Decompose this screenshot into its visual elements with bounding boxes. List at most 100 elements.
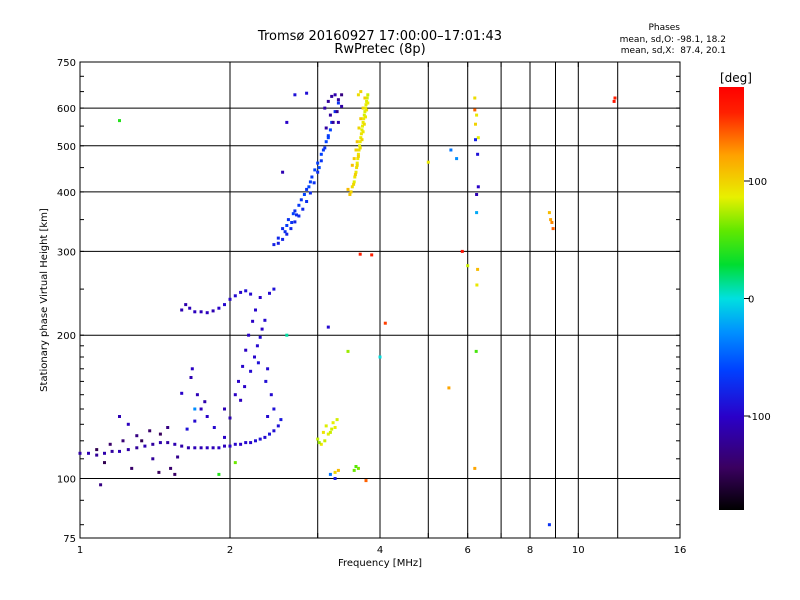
echo-point-X [324,424,328,428]
echo-point-O [326,325,330,329]
echo-point-O [237,379,240,383]
echo-point-O [176,455,180,459]
echo-point-X [365,108,369,112]
echo-point-O [180,308,184,312]
echo-point-O [272,287,276,291]
echo-point-X [365,96,369,100]
echo-point-X [357,148,361,152]
echo-point-O [205,415,209,418]
echo-point-O [103,461,106,465]
echo-point-X [349,190,353,194]
echo-point-O [244,348,248,352]
echo-point-unknown [378,355,382,359]
echo-point-O [233,442,237,446]
echo-point-X [359,90,363,94]
echo-point-X [355,140,359,144]
echo-point-X [460,249,464,253]
echo-point-X [354,148,358,152]
echo-point-O [243,385,247,389]
y-axis-label: Stationary phase Virtual Height [km] [39,208,50,392]
echo-point-O [269,393,273,397]
echo-point-O [247,333,251,337]
echo-point-X [336,468,340,472]
echo-point-X [321,430,325,434]
echo-point-X [319,442,323,446]
phases-info-title: Phases [648,23,680,33]
echo-point-X [356,93,360,97]
echo-point-O [330,94,334,98]
echo-point-X [473,96,477,100]
echo-point-O [199,310,203,314]
echo-point-O [135,434,139,438]
phases-info-x: mean, sd,X: 87.4, 20.1 [621,46,726,56]
echo-point-X [612,99,616,103]
echo-point-O [293,93,297,97]
echo-point-O [283,230,287,234]
echo-point-O [135,446,139,450]
echo-point-X [361,106,365,110]
echo-point-O [321,148,325,152]
echo-point-O [340,93,344,97]
echo-point-O [173,442,177,446]
echo-point-O [223,444,226,448]
echo-point-X [613,96,617,100]
echo-point-X [353,175,357,179]
echo-point-X [333,426,337,429]
echo-point-O [302,193,306,196]
echo-point-O [254,439,257,443]
echo-points [78,90,617,527]
echo-point-X [317,441,321,445]
chart-subtitle: RwPretec (8p) [334,42,425,57]
echo-point-O [255,344,259,348]
echo-point-unknown [476,152,480,156]
echo-point-X [473,108,477,112]
echo-point-O [323,146,327,150]
echo-point-O [286,218,290,222]
echo-point-O [193,310,197,314]
echo-point-O [251,319,255,323]
echo-point-X [356,154,360,158]
echo-point-O [151,442,155,446]
y-tick-label: 300 [57,247,76,258]
x-tick-label: 16 [674,545,687,556]
colorbar-tick-label: 0 [748,295,754,306]
echo-point-O [254,308,257,312]
echo-point-O [336,120,340,124]
echo-point-O [272,407,276,411]
echo-point-O [78,451,82,455]
echo-point-O [316,170,320,174]
echo-point-O [228,444,232,448]
echo-point-X [364,103,368,107]
echo-point-O [293,209,297,213]
echo-point-O [228,297,232,301]
echo-point-O [239,442,243,446]
echo-point-O [185,427,189,431]
echo-point-O [151,457,155,461]
echo-point-X [361,130,365,134]
echo-point-O [108,442,112,446]
echo-point-O [241,364,245,368]
echo-point-X [348,193,352,196]
echo-point-X [362,117,366,121]
echo-point-O [233,294,237,298]
y-tick-label: 750 [57,58,76,69]
echo-point-unknown [233,461,237,465]
echo-point-X [476,267,480,271]
echo-point-X [365,99,369,103]
echo-point-O [266,415,270,418]
echo-point-X [358,144,362,148]
echo-point-X [476,136,480,140]
echo-point-X [361,120,365,124]
echo-point-unknown [346,349,350,353]
echo-point-O [297,214,301,218]
echo-point-unknown [217,472,221,476]
echo-point-O [126,422,130,426]
echo-point-unknown [285,333,289,337]
echo-point-X [356,152,360,156]
echo-point-O [336,98,340,102]
echo-point-O [158,441,162,445]
echo-point-O [103,451,106,455]
y-tick-label: 500 [57,142,76,153]
echo-point-O [249,441,253,445]
echo-point-O [316,161,320,165]
